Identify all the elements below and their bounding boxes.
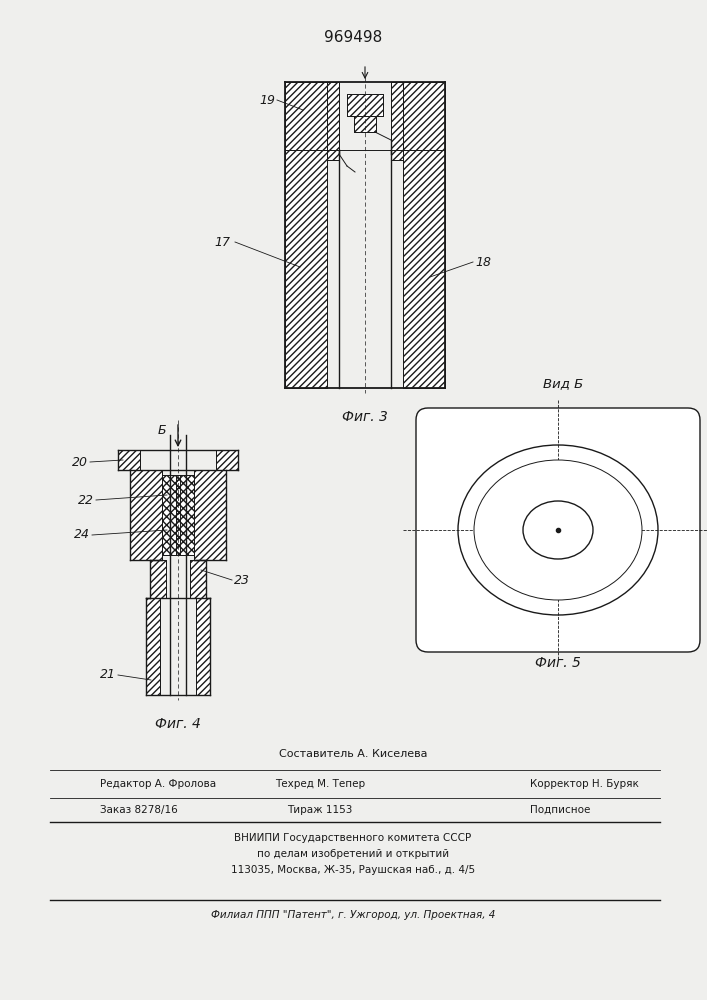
Polygon shape	[285, 82, 327, 150]
Text: 23: 23	[234, 574, 250, 586]
Polygon shape	[327, 82, 339, 160]
Text: 17: 17	[214, 235, 230, 248]
Text: 24: 24	[74, 528, 90, 542]
Polygon shape	[146, 598, 160, 695]
Text: ВНИИПИ Государственного комитета СССР: ВНИИПИ Государственного комитета СССР	[235, 833, 472, 843]
Text: Корректор Н. Буряк: Корректор Н. Буряк	[530, 779, 639, 789]
Polygon shape	[403, 150, 445, 388]
Bar	[176, 475, 194, 555]
Text: Фиг. 5: Фиг. 5	[535, 656, 581, 670]
Text: 969498: 969498	[324, 30, 382, 45]
Text: 22: 22	[78, 493, 94, 506]
FancyBboxPatch shape	[416, 408, 700, 652]
Polygon shape	[118, 450, 140, 470]
Text: Тираж 1153: Тираж 1153	[287, 805, 353, 815]
Polygon shape	[403, 82, 445, 150]
Text: 21: 21	[100, 668, 116, 682]
Polygon shape	[150, 560, 166, 598]
Text: 19: 19	[259, 94, 275, 106]
Text: Подписное: Подписное	[530, 805, 590, 815]
Bar	[162, 475, 180, 555]
Polygon shape	[285, 150, 327, 388]
Text: Б: Б	[158, 424, 166, 436]
Text: 18: 18	[475, 255, 491, 268]
Text: Вид Б: Вид Б	[543, 377, 583, 390]
Polygon shape	[196, 598, 210, 695]
Polygon shape	[216, 450, 238, 470]
Text: Фиг. 3: Фиг. 3	[342, 410, 388, 424]
Text: Техред М. Тепер: Техред М. Тепер	[275, 779, 365, 789]
Polygon shape	[347, 94, 383, 116]
Ellipse shape	[474, 460, 642, 600]
Text: 113035, Москва, Ж-35, Раушская наб., д. 4/5: 113035, Москва, Ж-35, Раушская наб., д. …	[231, 865, 475, 875]
Bar	[162, 475, 180, 555]
Polygon shape	[391, 82, 403, 160]
Ellipse shape	[523, 501, 593, 559]
Polygon shape	[194, 470, 226, 560]
Polygon shape	[354, 116, 376, 132]
Text: 20: 20	[72, 456, 88, 468]
Text: Заказ 8278/16: Заказ 8278/16	[100, 805, 177, 815]
Text: Редактор А. Фролова: Редактор А. Фролова	[100, 779, 216, 789]
Text: Составитель А. Киселева: Составитель А. Киселева	[279, 749, 427, 759]
Polygon shape	[190, 560, 206, 598]
Bar	[176, 475, 194, 555]
Text: Филиал ППП "Патент", г. Ужгород, ул. Проектная, 4: Филиал ППП "Патент", г. Ужгород, ул. Про…	[211, 910, 495, 920]
Polygon shape	[130, 470, 162, 560]
Text: по делам изобретений и открытий: по делам изобретений и открытий	[257, 849, 449, 859]
Ellipse shape	[458, 445, 658, 615]
Text: Фиг. 4: Фиг. 4	[155, 717, 201, 731]
